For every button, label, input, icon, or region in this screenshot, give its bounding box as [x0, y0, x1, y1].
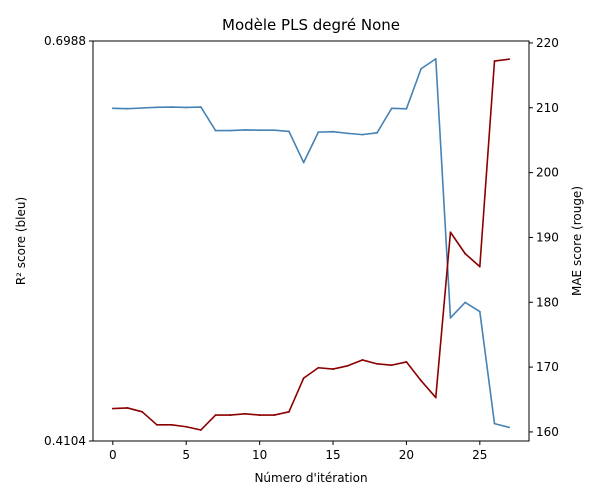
mae-point	[200, 429, 202, 431]
x-tick-label: 10	[252, 448, 267, 462]
mae-series-line	[112, 58, 510, 431]
mae-point	[376, 362, 378, 365]
mae-point	[273, 414, 276, 416]
r2-point	[332, 130, 334, 133]
plot-frame	[92, 40, 530, 442]
y-right-tick-label: 200	[536, 166, 559, 180]
mae-point	[478, 265, 481, 268]
r2-series-line	[112, 58, 510, 429]
x-ticks: 0 5 10 15 20 25	[109, 441, 487, 462]
r2-point	[464, 301, 467, 304]
r2-point	[111, 107, 114, 110]
x-axis-label: Número d'itération	[254, 471, 367, 485]
y-left-tick-label: 0.6988	[44, 34, 86, 48]
mae-point	[420, 379, 422, 382]
r2-point	[288, 130, 290, 133]
y-ticks-left: 0.4104 0.6988	[44, 34, 93, 448]
mae-point	[126, 407, 129, 409]
r2-point	[405, 107, 408, 110]
mae-point	[141, 410, 144, 413]
mae-point	[405, 361, 408, 363]
y-right-tick-label: 170	[536, 360, 559, 374]
x-tick-label: 15	[325, 448, 340, 462]
mae-point	[288, 410, 290, 413]
mae-point	[258, 414, 261, 416]
plot-background	[93, 41, 529, 441]
mae-point	[508, 58, 511, 61]
r2-point	[508, 426, 511, 429]
mae-point	[317, 366, 320, 369]
mae-point	[155, 423, 158, 426]
mae-point	[332, 368, 334, 370]
r2-point	[478, 310, 481, 313]
r2-point	[185, 106, 188, 109]
mae-point	[244, 412, 246, 415]
mae-point	[302, 377, 305, 380]
mae-point	[390, 364, 393, 367]
r2-point	[346, 132, 349, 135]
y-axis-label-right: MAE score (rouge)	[570, 186, 584, 296]
series-layer	[111, 57, 511, 431]
r2-point	[200, 106, 202, 108]
y-right-tick-label: 190	[536, 230, 559, 244]
r2-point	[434, 57, 437, 60]
mae-point	[464, 252, 467, 255]
y-right-tick-label: 220	[536, 36, 559, 50]
chart-title: Modèle PLS degré None	[222, 16, 400, 34]
y-axis-label-left: R² score (bleu)	[14, 197, 28, 285]
mae-point	[111, 407, 114, 410]
r2-point	[317, 131, 320, 134]
r2-point	[155, 106, 158, 109]
r2-point	[141, 107, 144, 109]
r2-point	[376, 131, 378, 134]
r2-point	[449, 316, 452, 319]
mae-point	[346, 364, 349, 367]
mae-point	[361, 359, 364, 361]
mae-point	[493, 60, 496, 62]
mae-point	[434, 396, 437, 399]
x-tick-label: 5	[182, 448, 190, 462]
r2-point	[229, 129, 232, 132]
x-tick-label: 25	[472, 448, 487, 462]
r2-point	[302, 161, 305, 164]
y-right-tick-label: 210	[536, 101, 559, 115]
y-right-tick-label: 160	[536, 425, 559, 439]
y-right-tick-label: 180	[536, 295, 559, 309]
r2-point	[214, 129, 217, 132]
mae-point	[170, 423, 173, 426]
y-left-tick-label: 0.4104	[44, 434, 86, 448]
mae-point	[214, 414, 217, 416]
r2-point	[126, 107, 129, 110]
r2-point	[273, 129, 276, 132]
r2-point	[390, 107, 393, 110]
r2-point	[493, 422, 496, 425]
x-tick-label: 0	[109, 448, 117, 462]
r2-point	[420, 67, 422, 70]
r2-point	[244, 129, 246, 131]
r2-point	[170, 106, 173, 108]
y-ticks-right: 160 170 180 190 200 210 220	[529, 36, 559, 439]
r2-point	[361, 133, 364, 136]
x-tick-label: 20	[399, 448, 414, 462]
r2-point	[258, 129, 261, 132]
mae-point	[185, 425, 188, 428]
mae-point	[449, 231, 452, 234]
mae-point	[229, 414, 232, 416]
